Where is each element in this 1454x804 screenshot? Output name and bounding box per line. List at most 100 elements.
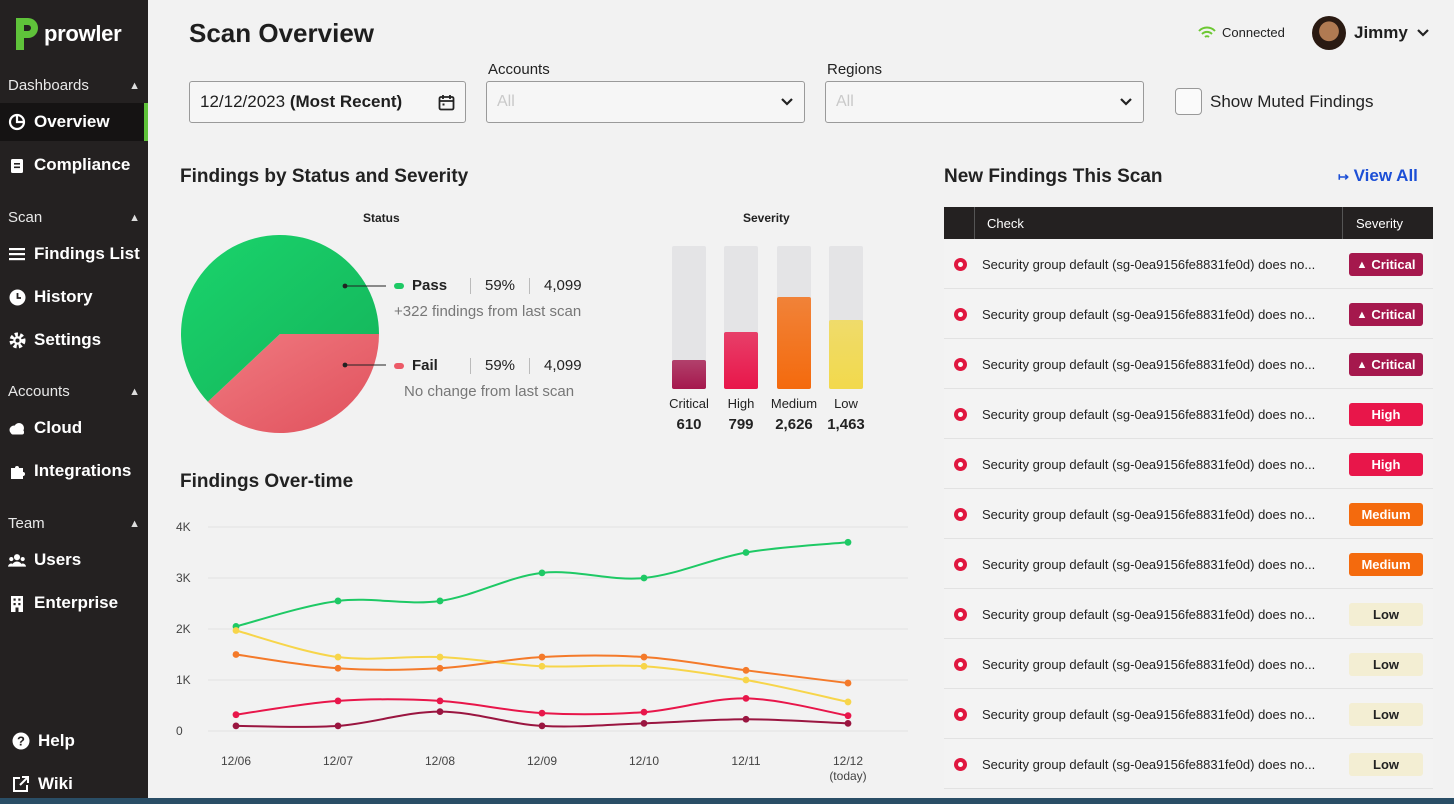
chevron-up-icon[interactable]: ▲ (129, 79, 140, 92)
column-header-severity[interactable]: Severity (1356, 216, 1403, 231)
sidebar-item-compliance[interactable]: Compliance (0, 146, 148, 184)
series-point[interactable] (436, 708, 444, 716)
series-point[interactable] (334, 697, 342, 705)
pass-label: Pass (412, 277, 448, 294)
table-row[interactable]: Security group default (sg-0ea9156fe8831… (944, 639, 1433, 689)
sidebar-item-help[interactable]: ? Help (0, 722, 148, 760)
sidebar-item-history[interactable]: History (0, 278, 148, 316)
severity-label: Critical (1371, 357, 1416, 372)
sidebar-item-integrations[interactable]: Integrations (0, 452, 148, 490)
series-point[interactable] (640, 708, 648, 716)
series-point[interactable] (538, 569, 546, 577)
table-row[interactable]: Security group default (sg-0ea9156fe8831… (944, 489, 1433, 539)
chevron-down-icon[interactable] (780, 97, 794, 107)
series-point[interactable] (232, 711, 240, 719)
sidebar-item-overview[interactable]: Overview (0, 103, 148, 141)
table-row[interactable]: Security group default (sg-0ea9156fe8831… (944, 389, 1433, 439)
sidebar-item-enterprise[interactable]: Enterprise (0, 584, 148, 622)
severity-label: Low (1373, 757, 1399, 772)
series-point[interactable] (436, 653, 444, 661)
column-header-check[interactable]: Check (987, 216, 1024, 231)
table-row[interactable]: Security group default (sg-0ea9156fe8831… (944, 239, 1433, 289)
table-row[interactable]: Security group default (sg-0ea9156fe8831… (944, 339, 1433, 389)
external-link-icon (12, 775, 30, 793)
user-menu[interactable]: Jimmy (1312, 16, 1430, 50)
series-point[interactable] (538, 662, 546, 670)
series-point[interactable] (844, 679, 852, 687)
series-point[interactable] (742, 549, 750, 556)
series-point[interactable] (436, 597, 444, 605)
series-point[interactable] (640, 574, 648, 582)
series-point[interactable] (844, 698, 852, 706)
chevron-up-icon[interactable]: ▲ (129, 211, 140, 224)
sidebar-item-settings[interactable]: Settings (0, 321, 148, 359)
chevron-up-icon[interactable]: ▲ (129, 517, 140, 530)
section-scan[interactable]: Scan ▲ (8, 209, 140, 226)
section-accounts[interactable]: Accounts ▲ (8, 383, 140, 400)
wifi-icon (1198, 26, 1216, 38)
show-muted-toggle[interactable]: Show Muted Findings (1175, 88, 1373, 115)
chevron-down-icon[interactable] (1119, 97, 1133, 107)
table-row[interactable]: Security group default (sg-0ea9156fe8831… (944, 289, 1433, 339)
accounts-select[interactable]: All (486, 81, 805, 123)
table-row[interactable]: Security group default (sg-0ea9156fe8831… (944, 439, 1433, 489)
series-point[interactable] (640, 719, 648, 727)
series-point[interactable] (742, 676, 750, 684)
chevron-down-icon[interactable] (1416, 28, 1430, 38)
x-tick-label: 12/12 (833, 754, 863, 768)
series-point[interactable] (232, 722, 240, 730)
series-point[interactable] (742, 694, 750, 702)
table-row[interactable]: Security group default (sg-0ea9156fe8831… (944, 589, 1433, 639)
series-point[interactable] (334, 722, 342, 730)
fail-label: Fail (412, 357, 438, 374)
series-point[interactable] (640, 653, 648, 661)
table-row[interactable]: Security group default (sg-0ea9156fe8831… (944, 689, 1433, 739)
chevron-up-icon[interactable]: ▲ (129, 385, 140, 398)
sidebar-item-users[interactable]: Users (0, 541, 148, 579)
sidebar-item-label: Overview (34, 112, 110, 131)
calendar-icon[interactable] (438, 94, 455, 111)
series-point[interactable] (538, 722, 546, 730)
show-muted-checkbox[interactable] (1175, 88, 1202, 115)
series-point[interactable] (844, 719, 852, 727)
sidebar-item-wiki[interactable]: Wiki (0, 765, 148, 803)
section-team[interactable]: Team ▲ (8, 515, 140, 532)
pie-slice-pass[interactable] (181, 234, 379, 402)
series-point[interactable] (436, 664, 444, 672)
logo[interactable]: prowler (14, 16, 122, 52)
series-point[interactable] (334, 597, 342, 605)
status-section-title: Findings by Status and Severity (180, 166, 469, 187)
sidebar-item-label: Wiki (38, 774, 73, 793)
series-point[interactable] (232, 651, 240, 658)
series-point[interactable] (334, 653, 342, 661)
help-icon: ? (12, 732, 30, 750)
view-all-link[interactable]: ↦ View All (1338, 166, 1418, 186)
date-picker[interactable]: 12/12/2023 (Most Recent) (189, 81, 466, 123)
series-point[interactable] (640, 662, 648, 670)
regions-select[interactable]: All (825, 81, 1144, 123)
table-row[interactable]: Security group default (sg-0ea9156fe8831… (944, 739, 1433, 789)
severity-count-label: 1,463 (827, 416, 865, 433)
series-point[interactable] (538, 653, 546, 661)
avatar[interactable] (1312, 16, 1346, 50)
section-dashboards[interactable]: Dashboards ▲ (8, 77, 140, 94)
series-point[interactable] (334, 664, 342, 672)
series-point[interactable] (232, 627, 240, 634)
sidebar-item-cloud[interactable]: Cloud (0, 409, 148, 447)
series-point[interactable] (742, 715, 750, 723)
sidebar-item-label: Settings (34, 330, 102, 349)
series-point[interactable] (742, 666, 750, 674)
pie-slice-fail[interactable] (207, 334, 379, 433)
series-point[interactable] (844, 712, 852, 720)
y-tick-label: 3K (176, 571, 191, 585)
table-row[interactable]: Security group default (sg-0ea9156fe8831… (944, 539, 1433, 589)
series-point[interactable] (436, 697, 444, 705)
series-point[interactable] (844, 538, 852, 546)
x-tick-sublabel: (today) (829, 769, 866, 783)
sidebar-item-label: Integrations (34, 461, 132, 480)
sidebar-item-findings-list[interactable]: Findings List (0, 235, 148, 273)
y-tick-label: 1K (176, 673, 191, 687)
show-muted-label: Show Muted Findings (1210, 91, 1374, 111)
series-point[interactable] (538, 709, 546, 717)
severity-count-label: 799 (728, 416, 754, 433)
